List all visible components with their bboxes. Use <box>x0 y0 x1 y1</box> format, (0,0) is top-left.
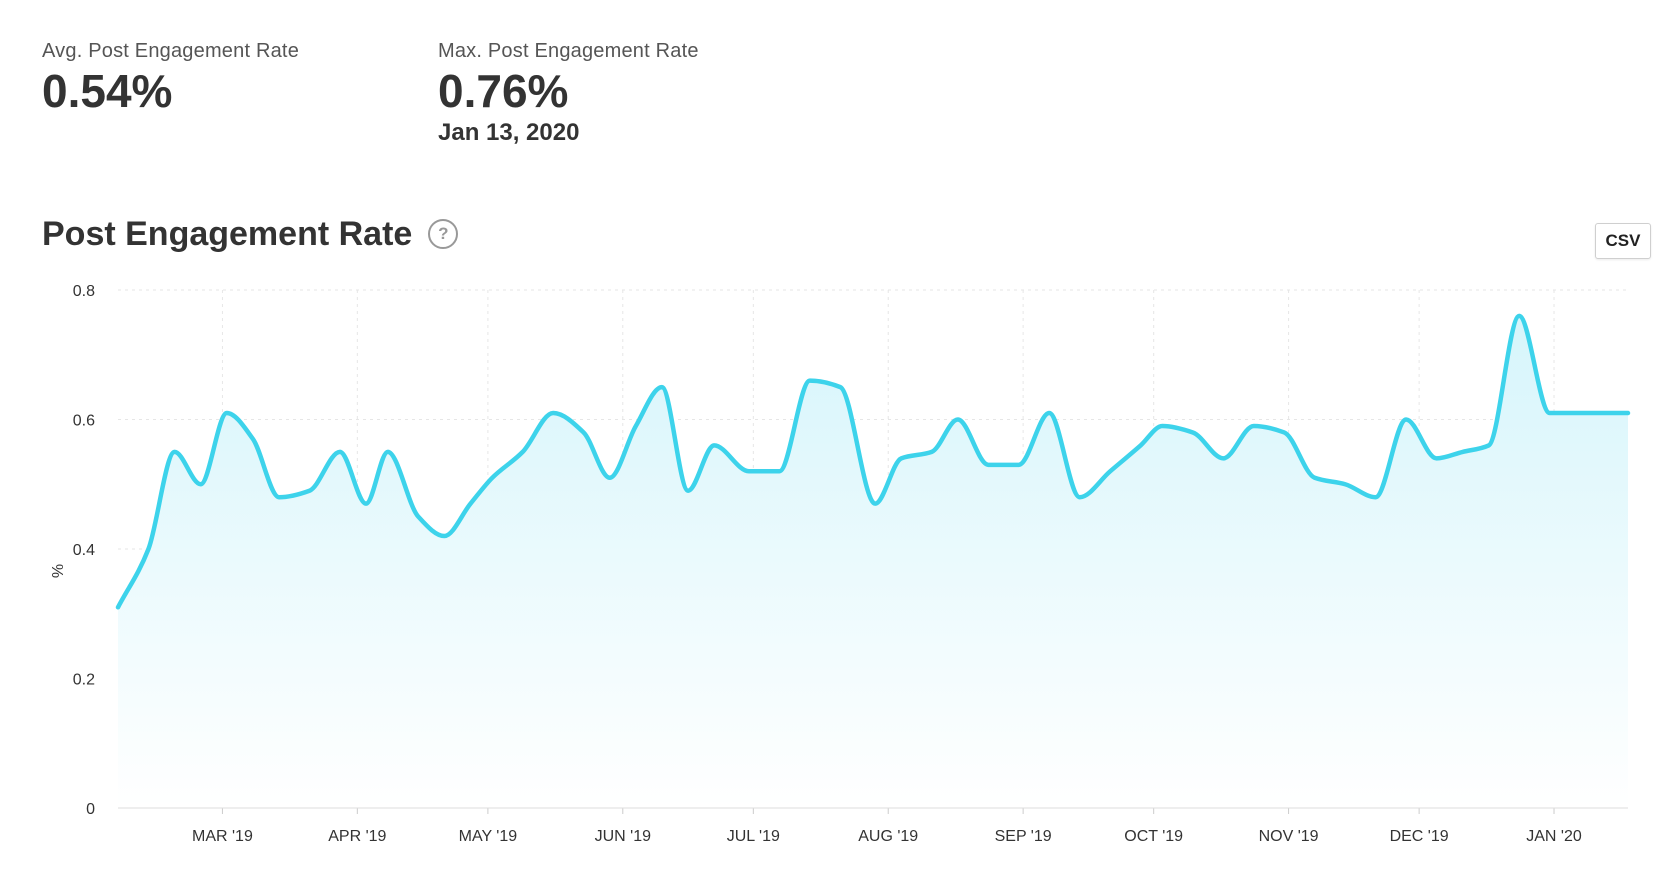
data-point[interactable] <box>276 494 282 500</box>
data-point[interactable] <box>1434 455 1440 461</box>
data-point[interactable] <box>198 481 204 487</box>
max-engagement-value: 0.76% <box>438 65 569 117</box>
avg-engagement-value: 0.54% <box>42 65 173 117</box>
data-point[interactable] <box>807 378 813 384</box>
data-point[interactable] <box>467 501 473 507</box>
data-point[interactable] <box>837 384 843 390</box>
data-point[interactable] <box>385 449 391 455</box>
data-point[interactable] <box>1046 410 1052 416</box>
y-axis-title: % <box>48 564 65 578</box>
data-point[interactable] <box>1016 462 1022 468</box>
y-tick-label: 0 <box>86 801 95 818</box>
data-point[interactable] <box>250 436 256 442</box>
avg-engagement-label: Avg. Post Engagement Rate <box>42 40 300 62</box>
x-tick-label: MAR '19 <box>192 828 253 845</box>
data-point[interactable] <box>1312 475 1318 481</box>
data-point[interactable] <box>115 604 121 610</box>
data-point[interactable] <box>1516 313 1522 319</box>
chart-title: Post Engagement Rate <box>42 214 413 253</box>
max-engagement-stat: Max. Post Engagement Rate 0.76% Jan 13, … <box>438 40 699 147</box>
data-point[interactable] <box>550 410 556 416</box>
x-tick-label: JUL '19 <box>727 828 780 845</box>
data-point[interactable] <box>929 449 935 455</box>
y-tick-label: 0.6 <box>73 413 95 430</box>
avg-engagement-stat: Avg. Post Engagement Rate 0.54% <box>42 40 299 117</box>
data-point[interactable] <box>224 410 230 416</box>
question-circle-icon[interactable]: ? <box>428 219 459 249</box>
data-point[interactable] <box>1220 455 1226 461</box>
data-point[interactable] <box>1342 481 1348 487</box>
data-point[interactable] <box>337 449 343 455</box>
data-point[interactable] <box>685 488 691 494</box>
data-point[interactable] <box>607 475 613 481</box>
data-point[interactable] <box>363 501 369 507</box>
data-point[interactable] <box>1403 417 1409 423</box>
data-point[interactable] <box>746 468 752 474</box>
data-point[interactable] <box>520 449 526 455</box>
x-tick-label: MAY '19 <box>459 828 518 845</box>
data-point[interactable] <box>872 501 878 507</box>
data-point[interactable] <box>1460 449 1466 455</box>
data-point[interactable] <box>172 449 178 455</box>
summary-stats: Avg. Post Engagement Rate 0.54% Max. Pos… <box>0 40 1669 150</box>
x-tick-label: JAN '20 <box>1526 828 1582 845</box>
data-point[interactable] <box>776 468 782 474</box>
max-engagement-date: Jan 13, 2020 <box>438 119 580 146</box>
data-point[interactable] <box>1077 494 1083 500</box>
x-tick-label: JUN '19 <box>595 828 652 845</box>
area-layer <box>115 313 1631 808</box>
data-point[interactable] <box>1547 410 1553 416</box>
axis-layer: 0 0.2 0.4 0.6 0.8 MAR '19 APR '19 MAY '19 JUN '1… <box>73 283 1628 845</box>
x-tick-label: SEP '19 <box>995 828 1052 845</box>
chart-header: Post Engagement Rate ? <box>42 212 459 256</box>
data-point[interactable] <box>581 429 587 435</box>
data-point[interactable] <box>711 442 717 448</box>
series-area-fill <box>118 315 1628 808</box>
data-point[interactable] <box>633 423 639 429</box>
x-tick-label: DEC '19 <box>1390 828 1449 845</box>
data-point[interactable] <box>1107 468 1113 474</box>
x-tick-label: OCT '19 <box>1124 828 1183 845</box>
data-point[interactable] <box>659 384 665 390</box>
data-point[interactable] <box>1373 494 1379 500</box>
data-point[interactable] <box>306 488 312 494</box>
data-point[interactable] <box>415 514 421 520</box>
data-point[interactable] <box>1190 429 1196 435</box>
csv-export-button[interactable]: CSV <box>1595 223 1651 259</box>
y-tick-label: 0.2 <box>73 672 95 689</box>
data-point[interactable] <box>1251 423 1257 429</box>
data-point[interactable] <box>1603 410 1609 416</box>
max-engagement-label: Max. Post Engagement Rate <box>438 40 699 62</box>
data-point[interactable] <box>441 533 447 539</box>
series-line <box>115 313 1631 610</box>
x-tick-label: APR '19 <box>328 828 386 845</box>
y-tick-label: 0.4 <box>73 542 95 559</box>
data-point[interactable] <box>1281 429 1287 435</box>
data-point[interactable] <box>145 546 151 552</box>
x-tick-label: NOV '19 <box>1259 828 1319 845</box>
data-point[interactable] <box>1577 410 1583 416</box>
data-point[interactable] <box>985 462 991 468</box>
y-tick-label: 0.8 <box>73 283 95 300</box>
data-point[interactable] <box>955 417 961 423</box>
data-point[interactable] <box>1486 442 1492 448</box>
data-point[interactable] <box>898 455 904 461</box>
data-point[interactable] <box>1138 442 1144 448</box>
data-point[interactable] <box>489 475 495 481</box>
data-point[interactable] <box>1159 423 1165 429</box>
data-point[interactable] <box>1625 410 1631 416</box>
x-tick-label: AUG '19 <box>858 828 918 845</box>
